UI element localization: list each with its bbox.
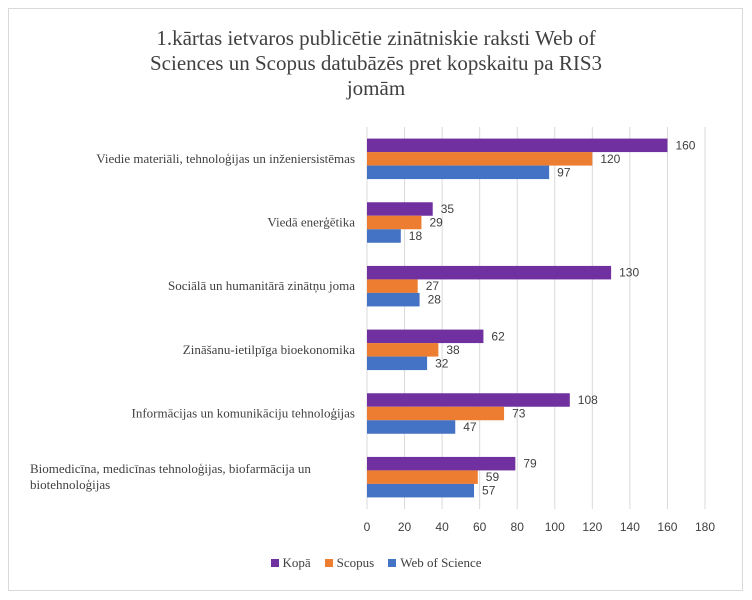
category-label: Biomedicīna, medicīnas tehnoloģijas, bio… — [30, 461, 311, 492]
bar-scopus — [367, 343, 439, 357]
data-label: 35 — [441, 202, 455, 216]
data-label: 120 — [600, 152, 620, 166]
data-label: 28 — [428, 293, 442, 307]
bar-kopā — [367, 138, 668, 153]
bar-kopā — [367, 456, 516, 471]
x-tick-label: 100 — [545, 520, 565, 534]
legend-label: Scopus — [336, 555, 375, 570]
data-label: 73 — [512, 407, 526, 421]
data-label: 59 — [486, 470, 500, 484]
legend-swatch — [270, 559, 279, 567]
chart-title: 1.kārtas ietvaros publicētie zinātniskie… — [150, 26, 602, 100]
bar-web-of-science — [367, 356, 428, 371]
bar-kopā — [367, 265, 612, 280]
x-tick-label: 140 — [620, 520, 640, 534]
data-label: 32 — [435, 356, 449, 370]
category-label: Informācijas un komunikāciju tehnoloģija… — [132, 406, 355, 421]
legend-swatch — [388, 559, 397, 567]
bar-kopā — [367, 329, 484, 344]
legend-item: Web of Science — [388, 555, 481, 571]
category-label: Viedā enerģētika — [267, 215, 355, 230]
data-label: 79 — [523, 457, 537, 471]
bar-web-of-science — [367, 229, 401, 243]
x-tick-label: 160 — [657, 520, 677, 534]
bar-scopus — [367, 279, 418, 293]
data-label: 62 — [491, 329, 505, 343]
x-tick-label: 20 — [398, 520, 412, 534]
bar-scopus — [367, 470, 478, 484]
x-tick-label: 180 — [695, 520, 715, 534]
data-label: 57 — [482, 484, 496, 498]
bar-kopā — [367, 202, 433, 216]
x-tick-label: 40 — [435, 520, 449, 534]
data-label: 27 — [426, 279, 440, 293]
bar-web-of-science — [367, 165, 550, 180]
legend-label: Kopā — [282, 555, 311, 570]
x-tick-label: 0 — [364, 520, 371, 534]
data-label: 29 — [429, 216, 443, 230]
legend-item: Scopus — [324, 555, 375, 571]
x-tick-label: 60 — [473, 520, 487, 534]
legend-swatch — [324, 559, 333, 567]
bar-scopus — [367, 215, 422, 230]
chart-legend: Kopā Scopus Web of Science — [0, 555, 752, 571]
data-label: 108 — [578, 393, 598, 407]
category-label: Zināšanu-ietilpīga bioekonomika — [183, 342, 355, 357]
data-label: 97 — [557, 165, 571, 179]
legend-label: Web of Science — [400, 555, 482, 570]
bar-scopus — [367, 406, 505, 421]
legend-item: Kopā — [270, 555, 311, 571]
category-label: Sociālā un humanitārā zinātņu joma — [168, 278, 355, 293]
bar-kopā — [367, 393, 570, 407]
x-tick-label: 120 — [582, 520, 602, 534]
bar-scopus — [367, 152, 593, 166]
bar-web-of-science — [367, 420, 456, 434]
bar-web-of-science — [367, 292, 420, 307]
x-tick-label: 80 — [511, 520, 525, 534]
data-label: 18 — [409, 229, 423, 243]
bar-web-of-science — [367, 483, 475, 498]
category-label: Viedie materiāli, tehnoloģijas un inženi… — [96, 151, 355, 166]
data-label: 160 — [675, 138, 695, 152]
data-label: 47 — [463, 420, 477, 434]
data-label: 130 — [619, 266, 639, 280]
data-label: 38 — [446, 343, 460, 357]
